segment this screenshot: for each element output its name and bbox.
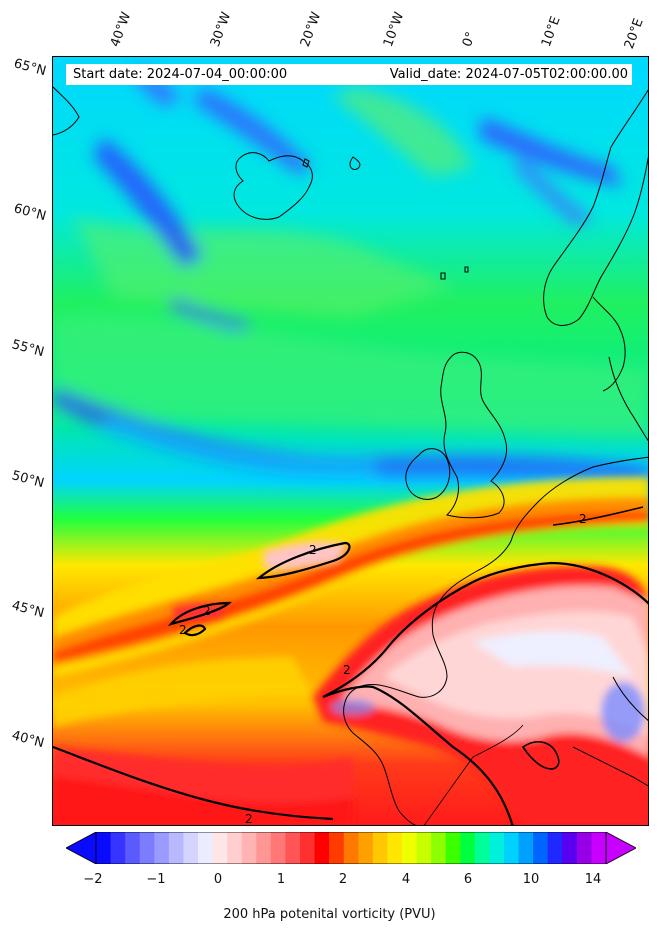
- lat-label: 45°N: [10, 598, 46, 622]
- contour-label: 2: [245, 812, 253, 826]
- coast-continent: [418, 456, 648, 698]
- colorbar-cell: [518, 832, 534, 864]
- colorbar-cell: [460, 832, 476, 864]
- lat-label: 65°N: [12, 56, 48, 80]
- colorbar-max-extend: [605, 832, 636, 864]
- colorbar-cell: [300, 832, 316, 864]
- coast-scandinavia: [543, 89, 648, 326]
- coastlines: [53, 86, 648, 825]
- colorbar-cell: [474, 832, 490, 864]
- lat-label: 50°N: [10, 468, 46, 492]
- colorbar-cell: [183, 832, 199, 864]
- colorbar-cell: [329, 832, 345, 864]
- colorbar-cell: [270, 832, 286, 864]
- colorbar-label: 200 hPa potenital vorticity (PVU): [223, 907, 436, 922]
- valid-date-text: Valid_date: 2024-07-05T02:00:00.00: [389, 67, 628, 82]
- colorbar-tick: 1: [276, 872, 286, 887]
- start-date-text: Start date: 2024-07-04_00:00:00: [73, 67, 288, 82]
- colorbar-cell: [139, 832, 155, 864]
- colorbar-cell: [576, 832, 592, 864]
- colorbar: [66, 832, 636, 864]
- coast-iceland: [233, 152, 313, 220]
- colorbar-cell: [445, 832, 461, 864]
- colorbar-tick: −1: [146, 872, 166, 887]
- pv-high-region: [173, 541, 648, 825]
- lon-label: 10°W: [380, 10, 408, 49]
- colorbar-cell: [402, 832, 418, 864]
- colorbar-cell: [241, 832, 257, 864]
- coast-iberia: [343, 684, 420, 825]
- pv-jet-band: [53, 477, 648, 825]
- colorbar-cell: [372, 832, 388, 864]
- colorbar-cell: [343, 832, 359, 864]
- colorbar-cell: [96, 832, 112, 864]
- coast-ireland: [405, 448, 451, 500]
- lon-label: 0°: [459, 29, 480, 49]
- lat-label: 40°N: [10, 728, 46, 752]
- colorbar-cell: [256, 832, 272, 864]
- lon-label: 10°E: [538, 14, 564, 50]
- colorbar-cell: [314, 832, 330, 864]
- colorbar-min-extend: [66, 832, 97, 864]
- colorbar-cell: [125, 832, 141, 864]
- colorbar-tick: 6: [463, 872, 473, 887]
- colorbar-tick: 14: [584, 872, 602, 887]
- colorbar-cells: [66, 832, 636, 864]
- contour-label: 2: [203, 604, 211, 618]
- colorbar-cell: [431, 832, 447, 864]
- colorbar-cell: [489, 832, 505, 864]
- colorbar-cell: [227, 832, 243, 864]
- colorbar-cell: [110, 832, 126, 864]
- pv-map: 2 2 2 2 2 2: [52, 56, 649, 826]
- lat-label: 60°N: [12, 201, 48, 225]
- colorbar-cell: [358, 832, 374, 864]
- coast-greenland: [53, 86, 80, 136]
- colorbar-cell: [533, 832, 549, 864]
- colorbar-cell: [547, 832, 563, 864]
- contour-label: 2: [179, 623, 187, 637]
- colorbar-cell: [504, 832, 520, 864]
- pv-field-plot: 2 2 2 2 2 2: [53, 57, 648, 826]
- colorbar-cell: [212, 832, 228, 864]
- colorbar-tick: 2: [338, 872, 348, 887]
- date-info-box: Start date: 2024-07-04_00:00:00 Valid_da…: [66, 64, 632, 85]
- colorbar-cell: [562, 832, 578, 864]
- contour-label: 2: [309, 543, 317, 557]
- lon-label: 30°W: [207, 10, 235, 49]
- contour-label: 2: [579, 512, 587, 526]
- colorbar-cell: [416, 832, 432, 864]
- colorbar-cell: [168, 832, 184, 864]
- coast-great-britain: [440, 351, 507, 519]
- colorbar-tick: 0: [213, 872, 223, 887]
- contour-label: 2: [343, 663, 351, 677]
- colorbar-cell: [285, 832, 301, 864]
- pv2-contours: [53, 506, 648, 825]
- colorbar-cell: [387, 832, 403, 864]
- colorbar-tick: 10: [522, 872, 540, 887]
- lat-label: 55°N: [10, 337, 46, 361]
- colorbar-cell: [591, 832, 607, 864]
- colorbar-cell: [154, 832, 170, 864]
- lon-label: 20°W: [297, 10, 325, 49]
- colorbar-tick: 4: [401, 872, 411, 887]
- colorbar-cell: [198, 832, 214, 864]
- lon-label: 40°W: [107, 10, 135, 49]
- pv-low-features: [53, 67, 648, 482]
- contour-labels: 2 2 2 2 2 2: [179, 512, 587, 826]
- lon-label: 20°E: [621, 16, 647, 51]
- colorbar-tick: −2: [83, 872, 103, 887]
